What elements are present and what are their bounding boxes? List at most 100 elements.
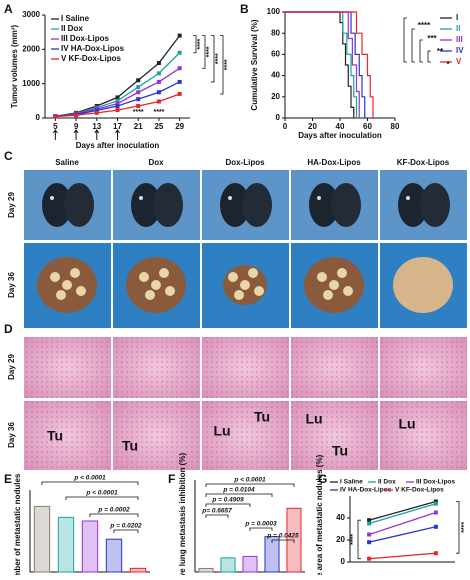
data-point <box>177 33 182 38</box>
y-tick-label: 2000 <box>22 44 40 53</box>
row-label: Day 36 <box>7 422 16 448</box>
y-tick-label: 40 <box>271 71 280 80</box>
panel-label: A <box>4 2 13 16</box>
series-line <box>368 511 437 536</box>
decoration <box>159 268 169 278</box>
x-tick-label: 13 <box>92 122 101 131</box>
data-point <box>115 108 120 113</box>
data-point <box>115 95 120 100</box>
p-value: p = 0.0425 <box>266 533 299 540</box>
decoration <box>50 272 60 282</box>
decoration <box>24 401 111 470</box>
p-value: p < 0.0001 <box>233 477 266 484</box>
legend-label: II <box>456 24 460 33</box>
data-point <box>115 98 120 103</box>
legend-label: I Saline <box>61 14 90 23</box>
bar <box>81 520 99 573</box>
data-point <box>433 551 438 556</box>
decoration <box>165 286 175 296</box>
significance: * <box>446 60 450 69</box>
series-line <box>368 503 437 525</box>
p-value: p < 0.0001 <box>85 490 118 497</box>
data-point <box>156 71 161 76</box>
data-point <box>177 79 182 84</box>
tissue-label: Lu <box>398 416 415 432</box>
decoration <box>64 183 94 227</box>
decoration <box>291 401 378 470</box>
x-tick-label: 21 <box>134 122 143 131</box>
significance: **** <box>461 522 468 533</box>
data-point <box>177 50 182 55</box>
bar <box>242 555 258 573</box>
survival-curve <box>285 11 358 118</box>
p-value: p = 0.0002 <box>97 507 130 514</box>
decoration <box>205 514 229 518</box>
data-point <box>156 61 161 66</box>
bar <box>57 516 75 573</box>
decoration <box>398 183 428 227</box>
decoration <box>317 272 327 282</box>
x-tick-label: 20 <box>308 122 317 131</box>
x-tick-label: 80 <box>391 122 400 131</box>
tissue-label: Lu <box>213 423 230 439</box>
y-axis-label: Relative lung metastasis inhibition (%) <box>178 453 187 575</box>
tissue-label: Lu <box>305 411 322 427</box>
significance: **** <box>224 59 231 70</box>
decoration <box>271 539 295 543</box>
significance: **** <box>215 53 222 64</box>
tissue-label: Tu <box>122 438 138 454</box>
x-tick-label: 17 <box>113 122 122 131</box>
y-tick-label: 0 <box>341 557 346 566</box>
survival-curve <box>285 11 374 118</box>
legend-label: IV <box>456 46 464 55</box>
legend-label: II Dox <box>378 479 396 486</box>
data-point <box>136 78 141 83</box>
y-tick-label: 20 <box>271 92 280 101</box>
decoration <box>248 268 258 278</box>
decoration <box>115 129 120 140</box>
decoration <box>202 337 289 398</box>
data-point <box>367 532 372 537</box>
tissue-label: Tu <box>254 409 270 425</box>
decoration <box>41 481 139 485</box>
column-label: KF-Dox-Lipos <box>397 158 450 167</box>
y-axis-label: Tumor volumes (mm³) <box>10 24 19 108</box>
survival-curve <box>285 11 355 118</box>
decoration <box>50 196 54 200</box>
legend-label: IV HA-Dox-Lipos <box>340 487 392 494</box>
decoration <box>205 483 295 487</box>
x-axis-label: Days after inoculation <box>76 141 160 150</box>
decoration <box>56 290 66 300</box>
y-tick-label: 20 <box>336 535 345 544</box>
data-point <box>367 540 372 545</box>
legend-label: I <box>456 13 458 22</box>
decoration <box>420 183 450 227</box>
decoration <box>406 196 410 200</box>
decoration <box>228 272 238 282</box>
column-label: HA-Dox-Lipos <box>307 158 361 167</box>
legend-label: IV HA-Dox-Lipos <box>61 44 125 53</box>
p-value: p= 0.6657 <box>201 508 232 515</box>
panel-label: E <box>4 472 12 486</box>
legend-label: III <box>456 35 463 44</box>
decoration <box>380 401 467 470</box>
x-axis-label: Days after inoculation <box>298 131 382 140</box>
decoration <box>357 519 361 560</box>
decoration <box>331 183 361 227</box>
significance: *** <box>427 34 437 43</box>
p-value: p = 0.0003 <box>244 521 277 528</box>
decoration <box>52 129 58 140</box>
panel-label: B <box>240 2 249 16</box>
data-point <box>136 103 141 108</box>
decoration <box>151 280 161 290</box>
significance: **** <box>153 109 164 116</box>
significance: **** <box>418 21 431 30</box>
decoration <box>205 493 273 497</box>
y-tick-label: 80 <box>271 28 280 37</box>
decoration <box>211 35 215 83</box>
decoration <box>145 290 155 300</box>
data-point <box>367 521 372 526</box>
significance: **** <box>350 534 357 545</box>
decoration <box>24 337 111 398</box>
